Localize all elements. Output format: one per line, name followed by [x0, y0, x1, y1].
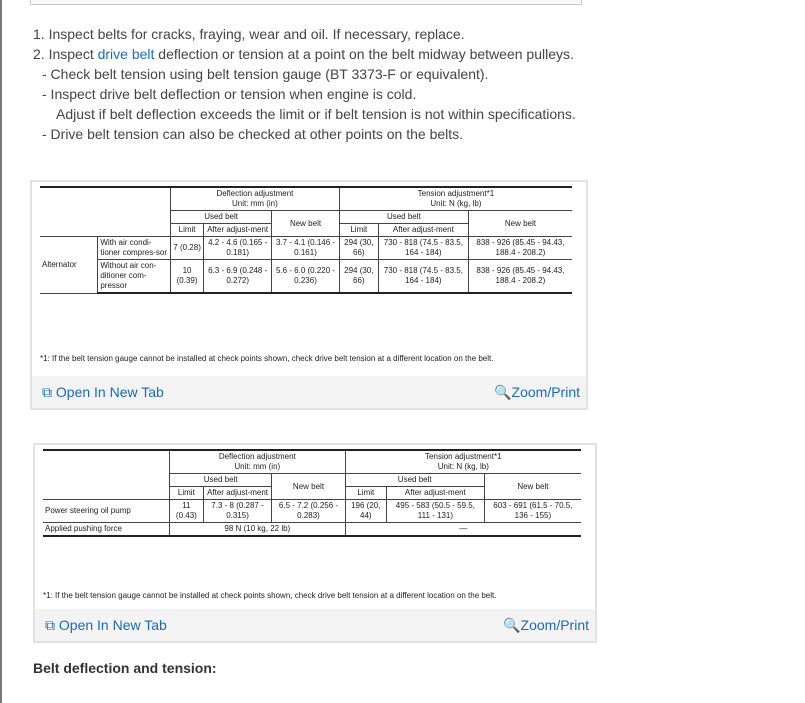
bullet-3: - Drive belt tension can also be checked… [42, 126, 464, 142]
footnote: *1: If the belt tension gauge cannot be … [40, 354, 494, 363]
open-tab-icon: ⧉ [45, 617, 55, 633]
figure-footer: ⧉ Open In New Tab 🔍Zoom/Print [32, 376, 586, 408]
table-row: Applied pushing force 98 N (10 kg, 22 lb)… [43, 522, 581, 537]
open-tab-icon: ⧉ [42, 384, 52, 400]
bullet-1: - Check belt tension using belt tension … [42, 66, 489, 82]
step-2: 2. Inspect drive belt deflection or tens… [33, 46, 574, 62]
power-steering-table: Deflection adjustment Unit: mm (in) Tensi… [43, 449, 581, 537]
step-1: 1. Inspect belts for cracks, fraying, we… [33, 26, 465, 42]
open-new-tab-button[interactable]: ⧉ Open In New Tab [45, 617, 167, 633]
zoom-in-icon: 🔍 [494, 384, 512, 400]
inspection-steps: 1. Inspect belts for cracks, fraying, we… [33, 24, 576, 144]
bullet-2: - Inspect drive belt deflection or tensi… [42, 86, 417, 102]
drive-belt-link[interactable]: drive belt [97, 46, 155, 62]
table-row: Without air con-ditioner com-pressor 10 … [40, 259, 572, 294]
previous-figure-box [30, 0, 582, 5]
alternator-figure: Deflection adjustment Unit: mm (in) Tensi… [30, 180, 588, 410]
left-border [0, 0, 2, 703]
table-row: Power steering oil pump 11 (0.43) 7.3 - 8… [43, 499, 581, 523]
figure-footer: ⧉ Open In New Tab 🔍Zoom/Print [35, 609, 595, 641]
alternator-table: Deflection adjustment Unit: mm (in) Tensi… [40, 186, 572, 294]
zoom-print-button[interactable]: 🔍Zoom/Print [494, 384, 580, 400]
power-steering-figure: Deflection adjustment Unit: mm (in) Tensi… [33, 443, 597, 643]
footnote: *1: If the belt tension gauge cannot be … [43, 591, 497, 600]
open-new-tab-button[interactable]: ⧉ Open In New Tab [42, 384, 164, 400]
bullet-2-cont: Adjust if belt deflection exceeds the li… [56, 106, 576, 122]
zoom-in-icon: 🔍 [503, 617, 521, 633]
section-heading: Belt deflection and tension: [33, 660, 217, 676]
zoom-print-button[interactable]: 🔍Zoom/Print [503, 617, 589, 633]
table-row: Alternator With air condi-tioner compres-… [40, 236, 572, 294]
